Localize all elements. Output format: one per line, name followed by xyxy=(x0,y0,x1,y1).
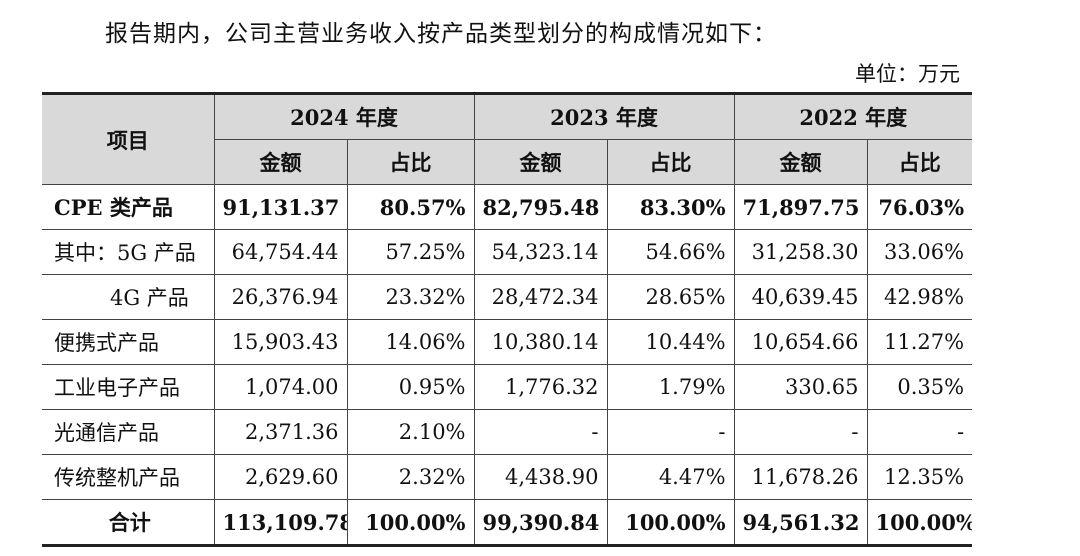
row-label: 4G 产品 xyxy=(42,274,215,320)
cell-ratio: 100.00% xyxy=(347,499,475,546)
cell-amount: 113,109.78 xyxy=(214,499,348,546)
cell-ratio: 23.32% xyxy=(347,274,475,320)
cell-ratio: - xyxy=(607,409,735,455)
cell-amount: 94,561.32 xyxy=(734,499,868,546)
cell-ratio: 2.32% xyxy=(347,454,475,500)
cell-amount: 71,897.75 xyxy=(734,184,868,230)
cell-amount: 91,131.37 xyxy=(214,184,348,230)
cell-amount: 10,380.14 xyxy=(474,319,608,365)
header-year-2023: 2023 年度 xyxy=(474,93,735,140)
cell-amount: - xyxy=(474,409,608,455)
unit-label: 单位：万元 xyxy=(855,62,960,86)
header-ratio: 占比 xyxy=(867,139,973,185)
cell-ratio: 14.06% xyxy=(347,319,475,365)
cell-amount: - xyxy=(734,409,868,455)
cell-amount: 28,472.34 xyxy=(474,274,608,320)
cell-ratio: 54.66% xyxy=(607,229,735,275)
cell-amount: 99,390.84 xyxy=(474,499,608,546)
cell-amount: 2,629.60 xyxy=(214,454,348,500)
cell-ratio: 0.95% xyxy=(347,364,475,410)
cell-ratio: 10.44% xyxy=(607,319,735,365)
cell-amount: 2,371.36 xyxy=(214,409,348,455)
row-label: 合计 xyxy=(42,499,215,546)
cell-amount: 31,258.30 xyxy=(734,229,868,275)
header-year-2024: 2024 年度 xyxy=(214,93,475,140)
header-item: 项目 xyxy=(42,93,215,185)
table-row: 传统整机产品 2,629.60 2.32% 4,438.90 4.47% 11,… xyxy=(42,454,973,500)
cell-amount: 82,795.48 xyxy=(474,184,608,230)
row-label: 其中：5G 产品 xyxy=(42,229,215,275)
cell-amount: 64,754.44 xyxy=(214,229,348,275)
cell-amount: 11,678.26 xyxy=(734,454,868,500)
cell-ratio: 83.30% xyxy=(607,184,735,230)
total-row: 合计 113,109.78 100.00% 99,390.84 100.00% … xyxy=(42,499,973,546)
header-amount: 金额 xyxy=(734,139,868,185)
table-row: CPE 类产品 91,131.37 80.57% 82,795.48 83.30… xyxy=(42,184,973,230)
row-label: 工业电子产品 xyxy=(42,364,215,410)
row-label: 传统整机产品 xyxy=(42,454,215,500)
table-row: 其中：5G 产品 64,754.44 57.25% 54,323.14 54.6… xyxy=(42,229,973,275)
header-ratio: 占比 xyxy=(607,139,735,185)
cell-ratio: 76.03% xyxy=(867,184,973,230)
cell-ratio: 42.98% xyxy=(867,274,973,320)
cell-amount: 54,323.14 xyxy=(474,229,608,275)
cell-amount: 330.65 xyxy=(734,364,868,410)
header-amount: 金额 xyxy=(214,139,348,185)
cell-amount: 26,376.94 xyxy=(214,274,348,320)
cell-ratio: - xyxy=(867,409,973,455)
table-row: 4G 产品 26,376.94 23.32% 28,472.34 28.65% … xyxy=(42,274,973,320)
header-ratio: 占比 xyxy=(347,139,475,185)
row-label: 光通信产品 xyxy=(42,409,215,455)
cell-ratio: 100.00% xyxy=(875,509,973,535)
cell-amount: 10,654.66 xyxy=(734,319,868,365)
revenue-table: 项目 2024 年度 2023 年度 2022 年度 金额 占比 金额 占比 金… xyxy=(42,92,973,547)
cell-ratio: 33.06% xyxy=(867,229,973,275)
intro-text: 报告期内，公司主营业务收入按产品类型划分的构成情况如下： xyxy=(105,21,777,47)
cell-amount: 4,438.90 xyxy=(474,454,608,500)
cell-amount: 15,903.43 xyxy=(214,319,348,365)
table-row: 工业电子产品 1,074.00 0.95% 1,776.32 1.79% 330… xyxy=(42,364,973,410)
cell-ratio: 11.27% xyxy=(867,319,973,365)
cell-ratio: 28.65% xyxy=(607,274,735,320)
row-label: CPE 类产品 xyxy=(42,184,215,230)
cell-ratio: 2.10% xyxy=(347,409,475,455)
cell-amount: 40,639.45 xyxy=(734,274,868,320)
cell-ratio: 4.47% xyxy=(607,454,735,500)
cell-ratio: 80.57% xyxy=(347,184,475,230)
header-amount: 金额 xyxy=(474,139,608,185)
cell-amount: 1,776.32 xyxy=(474,364,608,410)
cell-ratio: 100.00% xyxy=(607,499,735,546)
table-row: 光通信产品 2,371.36 2.10% - - - - xyxy=(42,409,973,455)
table-row: 便携式产品 15,903.43 14.06% 10,380.14 10.44% … xyxy=(42,319,973,365)
cell-ratio: 12.35% xyxy=(867,454,973,500)
header-year-2022: 2022 年度 xyxy=(734,93,973,140)
cell-ratio: 57.25% xyxy=(347,229,475,275)
cell-ratio: 0.35% xyxy=(867,364,973,410)
row-label: 便携式产品 xyxy=(42,319,215,365)
cell-amount: 1,074.00 xyxy=(214,364,348,410)
cell-ratio: 1.79% xyxy=(607,364,735,410)
